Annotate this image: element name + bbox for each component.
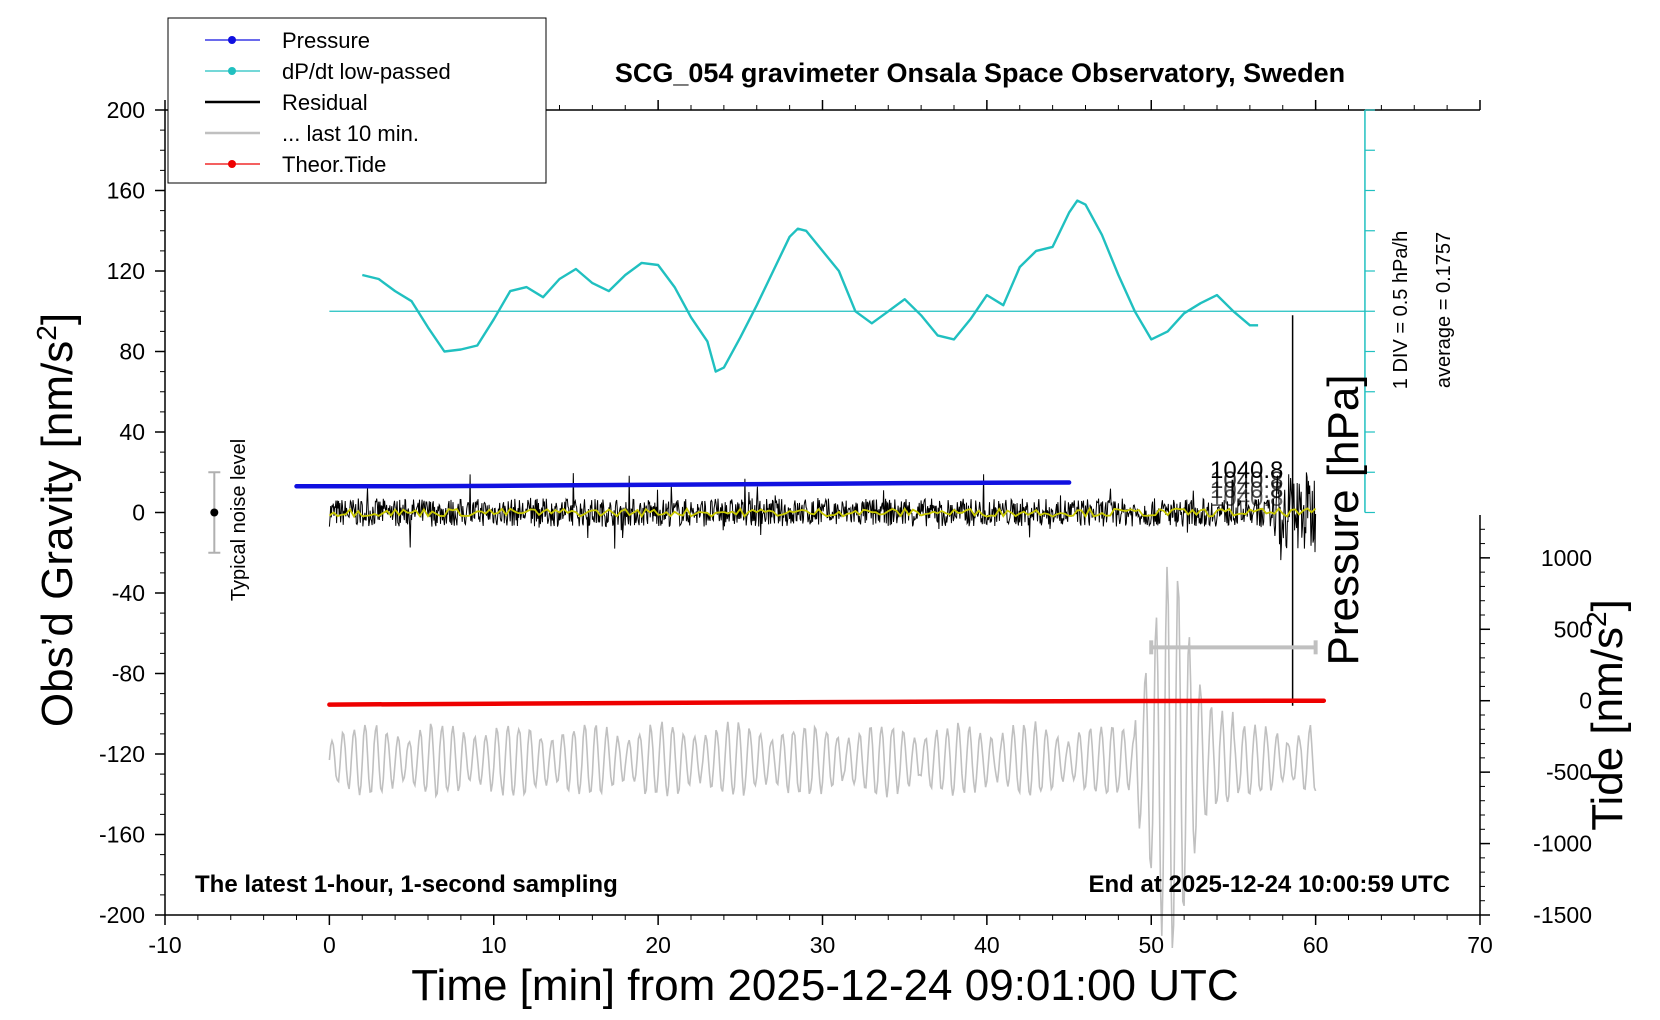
pressure-line [294,480,1072,489]
noise-level-label: Typical noise level [228,439,250,601]
tide-axis-label: Tide [nm/s2] [1581,599,1632,831]
x-tick-label: 50 [1138,932,1164,958]
residual-line [328,472,1317,561]
x-tick-label: 10 [481,932,507,958]
dpdt-line [362,199,1259,373]
y-tick-label: -120 [99,741,145,767]
y-tick-label: -200 [99,902,145,928]
legend-swatch-dot [228,67,236,75]
y-tick-label: -80 [112,661,145,687]
y-tick-label: 0 [132,500,145,526]
legend-swatch-dot [228,160,236,168]
tide-tick-label: 500 [1554,616,1592,642]
tide-tick-label: 1000 [1541,545,1592,571]
pressure-value-label-overlap: 1040.8 [1210,485,1283,512]
y-tick-label: -40 [112,580,145,606]
residual-lowpass-line [328,506,1317,519]
legend-label: dP/dt low-passed [282,59,451,84]
x-tick-label: 30 [810,932,836,958]
y-tick-label: 160 [107,178,145,204]
x-tick-label: 0 [323,932,336,958]
legend-label: Pressure [282,28,370,53]
x-tick-label: 20 [645,932,671,958]
tide-tick-label: -1500 [1533,902,1592,928]
y-axis-label: Obs’d Gravity [nm/s2] [31,313,82,727]
tide-tick-label: -1000 [1533,831,1592,857]
legend-box [167,17,547,184]
tide-axis-label-sup: 2 [1581,611,1612,627]
y-tick-label: 120 [107,258,145,284]
legend-swatch-dot [228,36,236,44]
pressure-value-label-overlap: 1040.8 [1210,477,1283,504]
y-tick-label: 200 [107,97,145,123]
pressure-value-label-overlap: 1040.8 [1210,467,1283,494]
tide-tick-label: 0 [1579,688,1592,714]
tide-axis-label-close: ] [1583,599,1632,611]
y-axis-label-sup: 2 [31,325,62,341]
legend-label: ... last 10 min. [282,121,419,146]
pressure-axis [1364,109,1375,514]
plot-area [208,199,1365,949]
x-tick-label: 60 [1303,932,1329,958]
pressure-value-labels: 1040.8 1040.8 1040.8 1040.8 [1210,457,1283,512]
div-label: 1 DIV = 0.5 hPa/h [1390,231,1412,389]
y-axis-label-text: Obs’d Gravity [nm/s [33,341,82,727]
x-axis-label: Time [min] from 2025-12-24 09:01:00 UTC [411,961,1238,1010]
pressure-axis-label: Pressure [hPa] [1319,374,1368,665]
y-tick-label: 80 [119,339,145,365]
y-tick-label: -160 [99,822,145,848]
tide-tick-label: -500 [1546,759,1592,785]
legend: Pressure dP/dt low-passed Residual ... last… [167,17,547,184]
tide-axis-label-text: Tide [nm/s [1583,627,1632,831]
pressure-value-label: 1040.8 [1210,457,1283,484]
theor-tide-line [327,698,1327,707]
y-axis-label-close: ] [33,313,82,325]
legend-label: Residual [282,90,368,115]
tide-axis-ticks: 1000 500 0 -500 -1000 -1500 [1480,528,1592,928]
chart-title: SCG_054 gravimeter Onsala Space Observat… [615,58,1345,88]
end-time-note: End at 2025-12-24 10:00:59 UTC [1089,871,1451,898]
x-tick-label: 40 [974,932,1000,958]
legend-label: Theor.Tide [282,152,386,177]
x-tick-label: 70 [1467,932,1493,958]
sampling-note: The latest 1-hour, 1-second sampling [195,871,618,898]
noise-bar-dot [210,508,219,517]
y-axis-ticks: 200 160 120 80 40 0 -40 -80 -120 -160 -200 [99,97,165,928]
x-tick-label: -10 [148,932,181,958]
x-axis-ticks: -10 0 10 20 30 40 50 60 70 [148,100,1493,958]
last-10-min-line [328,566,1317,949]
average-label: average = 0.1757 [1433,232,1455,388]
y-tick-label: 40 [119,419,145,445]
